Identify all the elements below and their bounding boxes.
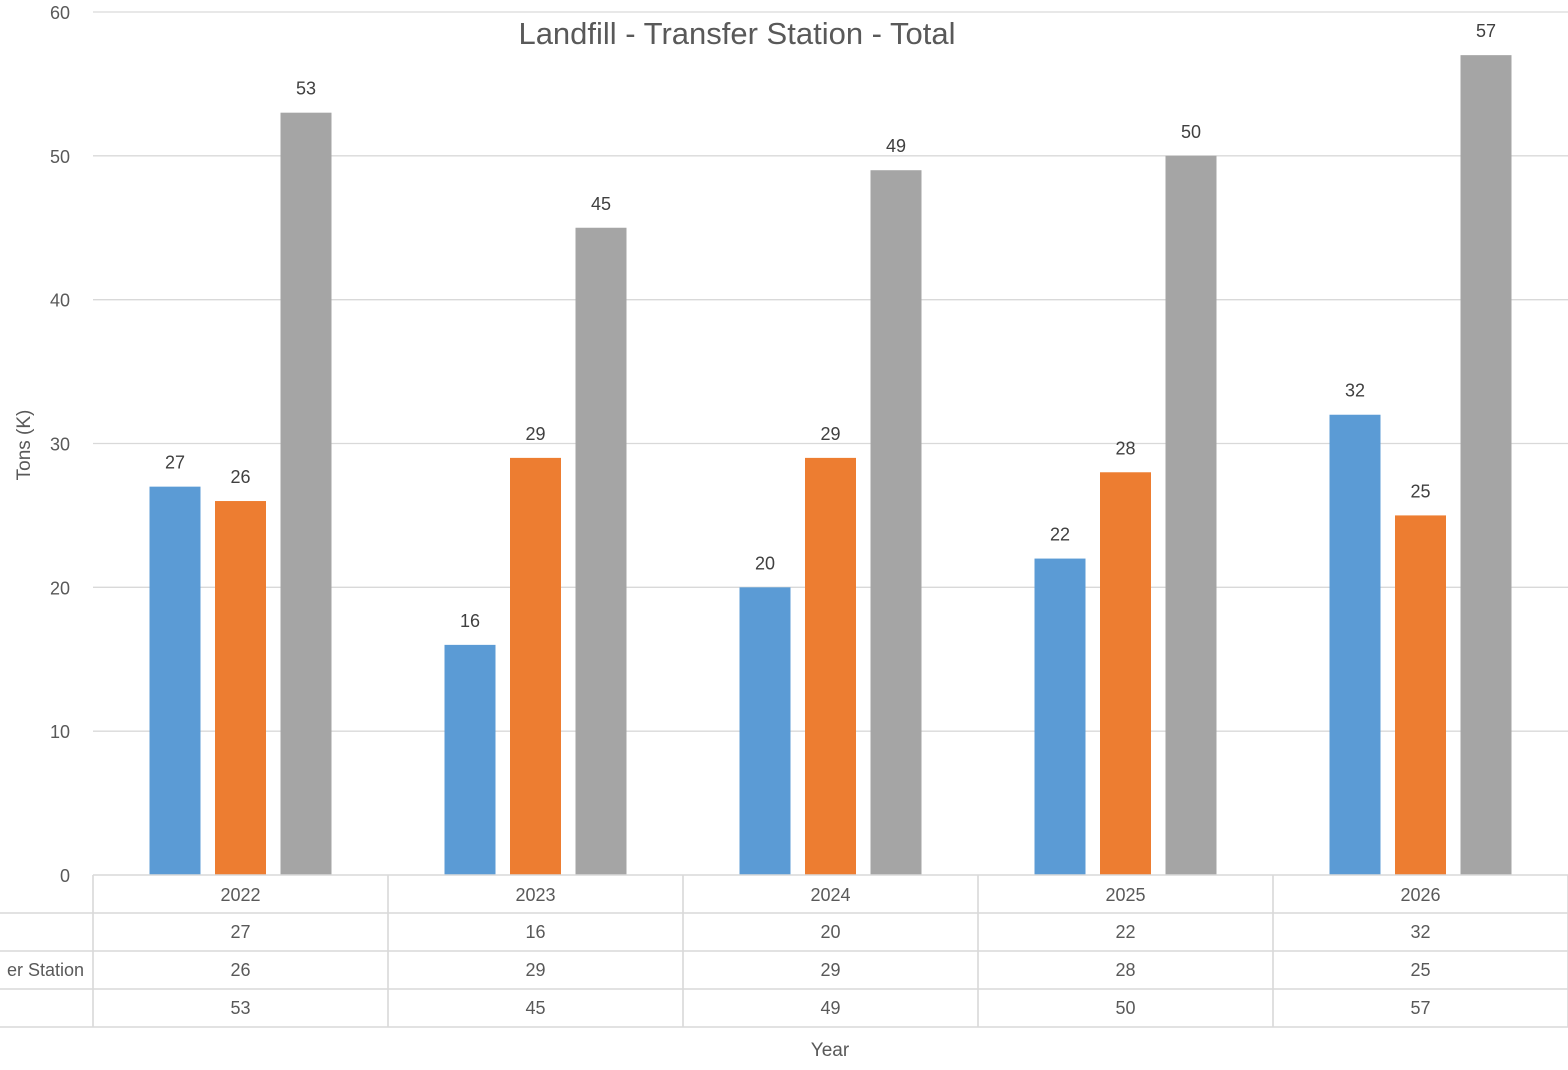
data-label: 22 [1050,525,1070,545]
bar [739,587,791,875]
chart-title: Landfill - Transfer Station - Total [518,16,955,51]
y-tick-label: 50 [50,147,70,167]
table-cell: 22 [1115,922,1135,942]
y-tick-label: 10 [50,722,70,742]
bar [1395,515,1446,875]
y-tick-label: 20 [50,578,70,598]
y-tick-label: 30 [50,435,70,455]
x-tick-label: 2022 [220,885,260,905]
table-cell: 53 [230,998,250,1018]
table-cell: 57 [1410,998,1430,1018]
table-cell: 32 [1410,922,1430,942]
data-label: 25 [1410,481,1430,501]
gridlines [93,11,1568,732]
table-cell: 20 [820,922,840,942]
bar [280,112,332,875]
data-label: 20 [755,553,775,573]
bar [575,227,627,875]
bar [805,457,856,875]
data-label: 16 [460,611,480,631]
x-tick-label: 2026 [1400,885,1440,905]
data-label: 26 [230,467,250,487]
table-cell: 26 [230,960,250,980]
y-tick-label: 0 [60,866,70,886]
table-cell: 28 [1115,960,1135,980]
bar [1329,414,1381,875]
data-label: 57 [1476,21,1496,41]
table-cell: 29 [820,960,840,980]
data-labels: 27 26 53 16 29 45 20 29 49 22 28 50 32 25 57 [165,21,1496,631]
y-tick-label: 40 [50,291,70,311]
y-tick-label: 60 [50,3,70,23]
table-cell: 50 [1115,998,1135,1018]
data-label: 45 [591,194,611,214]
bar [1100,472,1151,875]
data-label: 28 [1115,438,1135,458]
bar [149,486,201,875]
y-axis-ticks: 0 10 20 30 40 50 60 [50,3,70,886]
x-tick-label: 2023 [515,885,555,905]
bar [1460,55,1512,875]
x-axis-title: Year [811,1040,850,1061]
bars [149,55,1512,876]
table-cell: 45 [525,998,545,1018]
x-tick-label: 2024 [810,885,850,905]
bar [870,170,922,875]
bar [215,501,266,875]
data-label: 53 [296,79,316,99]
table-cell: 16 [525,922,545,942]
table-cell: 49 [820,998,840,1018]
y-axis-title: Tons (K) [14,410,35,481]
data-label: 50 [1181,122,1201,142]
data-label: 29 [820,424,840,444]
bar [444,644,496,875]
data-label: 27 [165,453,185,473]
data-label: 32 [1345,381,1365,401]
data-label: 29 [525,424,545,444]
bar [510,457,561,875]
data-label: 49 [886,136,906,156]
bar [1034,558,1086,875]
bar [1165,155,1217,876]
x-tick-label: 2025 [1105,885,1145,905]
table-cell: 25 [1410,960,1430,980]
table-cell: 27 [230,922,250,942]
table-cell: 29 [525,960,545,980]
series-name: er Station [7,960,84,980]
